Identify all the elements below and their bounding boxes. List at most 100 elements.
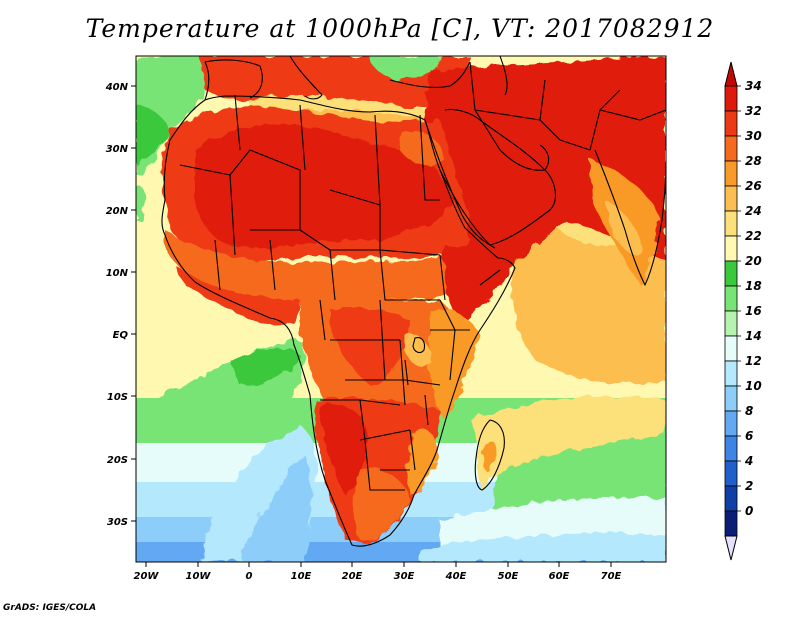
- colorbar-block: [724, 260, 738, 287]
- egypt-warm: [400, 129, 445, 166]
- colorbar-label: 24: [745, 204, 762, 218]
- colorbar-label: 26: [745, 179, 762, 193]
- colorbar-label: 28: [745, 154, 762, 168]
- colorbar-block: [724, 360, 738, 387]
- colorbar-label: 10: [745, 379, 762, 393]
- colorbar-block: [724, 310, 738, 337]
- colorbar-label: 12: [745, 354, 762, 368]
- x-tick-label-60e: 60E: [549, 571, 570, 582]
- red-sea-coastline: [424, 119, 496, 249]
- colorbar-block: [724, 210, 738, 237]
- indian-ocean-blue: [420, 533, 666, 562]
- madagascar-cool: [483, 439, 497, 471]
- colorbar-label: 30: [745, 129, 762, 143]
- colorbar-label: 2: [745, 479, 753, 493]
- colorbar-label: 8: [745, 404, 753, 418]
- grads-credit: GrADS: IGES/COLA: [3, 603, 97, 613]
- sahel-mid: [165, 230, 480, 303]
- central-africa-borders: [319, 249, 446, 406]
- colorbar-label: 14: [745, 329, 762, 343]
- colorbar-label: 32: [745, 104, 762, 118]
- y-axis: 40N 30N 20N 10N EQ 10S 20S 30S: [105, 82, 136, 528]
- colorbar-block: [724, 435, 738, 462]
- north-africa-borders: [234, 94, 440, 206]
- middle-east-borders: [469, 61, 666, 151]
- india-coastline: [594, 149, 666, 286]
- colorbar-label: 22: [745, 229, 762, 243]
- kalahari-hot: [320, 403, 368, 495]
- colorbar-label: 0: [745, 504, 753, 518]
- map-title: Temperature at 1000hPa [C], VT: 20170829…: [85, 14, 715, 43]
- y-tick-label-20s: 20S: [107, 455, 128, 466]
- west-africa-borders: [179, 149, 441, 291]
- north-atlantic-dark: [136, 105, 170, 165]
- east-africa-cool: [428, 308, 480, 420]
- colorbar-block: [724, 85, 738, 112]
- colorbar-label: 20: [745, 254, 762, 268]
- colorbar-label: 6: [745, 429, 753, 443]
- x-tick-label-30e: 30E: [394, 571, 415, 582]
- guinea-coast-warm: [175, 265, 300, 326]
- colorbar-block: [724, 510, 738, 537]
- y-tick-label-eq: EQ: [113, 330, 129, 341]
- iberia-coastline: [204, 59, 263, 101]
- colorbar-label: 16: [745, 304, 762, 318]
- x-tick-label-10w: 10W: [186, 571, 212, 582]
- colorbar-block: [724, 135, 738, 162]
- colorbar-label: 34: [745, 79, 762, 93]
- x-tick-label-10e: 10E: [291, 571, 312, 582]
- x-tick-label-20w: 20W: [134, 571, 160, 582]
- colorbar-block: [724, 285, 738, 312]
- colorbar-block: [724, 160, 738, 187]
- colorbar-block: [724, 335, 738, 362]
- y-tick-label-10n: 10N: [106, 268, 129, 279]
- boundary-lines: [161, 56, 666, 547]
- italy-coastline: [289, 56, 323, 100]
- colorbar-block: [724, 385, 738, 412]
- x-tick-label-40e: 40E: [445, 571, 467, 582]
- y-tick-label-30s: 30S: [107, 517, 128, 528]
- colorbar-block: [724, 410, 738, 437]
- colorbar-block: [724, 460, 738, 487]
- madagascar-coastline: [474, 419, 505, 491]
- atlantic-green-dark: [230, 348, 300, 385]
- temperature-field: [136, 56, 666, 562]
- colorbar-block: [724, 235, 738, 262]
- y-tick-label-40n: 40N: [105, 82, 129, 93]
- y-tick-label-10s: 10S: [107, 392, 128, 403]
- sahara-hot: [195, 124, 455, 249]
- caspian-outline: [499, 56, 508, 96]
- mozambique-cool: [407, 429, 439, 495]
- arabia-coastline: [439, 108, 556, 246]
- horn-of-africa-hot: [443, 245, 510, 320]
- lake-tanganyika-outline: [404, 359, 409, 386]
- x-tick-label-70e: 70E: [601, 571, 622, 582]
- colorbar-block: [724, 185, 738, 212]
- y-tick-label-30n: 30N: [106, 144, 129, 155]
- congo-warm: [330, 308, 410, 385]
- persian-gulf-coastline: [499, 144, 550, 171]
- atlantic-cold-core: [240, 455, 312, 562]
- y-tick-label-20n: 20N: [106, 206, 129, 217]
- lake-victoria-outline: [412, 337, 426, 354]
- x-tick-label-20e: 20E: [342, 571, 363, 582]
- x-axis: 20W 10W 0 10E 20E 30E 40E 50E 60E 70E: [134, 562, 622, 582]
- colorbar-block: [724, 485, 738, 512]
- east-africa-borders: [404, 269, 501, 386]
- africa-coastline: [161, 95, 516, 547]
- black-sea-green: [370, 56, 440, 80]
- colorbar-label: 18: [745, 279, 762, 293]
- colorbar-bottom-arrow: [724, 535, 738, 561]
- indian-ocean-yellow-south: [470, 396, 666, 480]
- colorbar-label: 4: [744, 454, 753, 468]
- plot-frame: [135, 55, 667, 563]
- southern-africa-borders: [320, 399, 416, 491]
- colorbar-block: [724, 110, 738, 137]
- colorbar-blocks: [724, 85, 738, 537]
- south-africa-mid: [354, 469, 410, 540]
- turkey-coastline: [389, 61, 471, 89]
- x-tick-label-0: 0: [246, 571, 253, 582]
